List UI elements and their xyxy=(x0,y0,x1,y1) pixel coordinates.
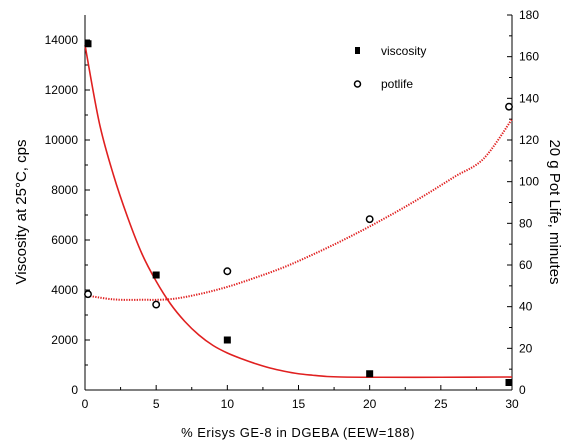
legend: viscosity potlife xyxy=(353,44,426,91)
x-axis-title: % Erisys GE-8 in DGEBA (EEW=188) xyxy=(181,425,415,440)
viscosity-point xyxy=(84,40,92,48)
potlife-point xyxy=(223,267,232,276)
right-y-tick-label: 80 xyxy=(519,216,533,230)
right-y-tick-label: 140 xyxy=(519,91,539,105)
x-tick-label: 30 xyxy=(505,397,519,411)
x-axis-ticks: 0 5 10 15 20 25 30 xyxy=(82,385,519,411)
left-y-tick-label: 6000 xyxy=(51,233,78,247)
viscosity-point xyxy=(366,370,374,378)
right-y-tick-label: 60 xyxy=(519,258,533,272)
legend-viscosity-marker xyxy=(355,47,360,54)
right-y-tick-label: 100 xyxy=(519,175,539,189)
x-tick-label: 25 xyxy=(434,397,448,411)
left-y-tick-label: 0 xyxy=(71,383,78,397)
legend-potlife-marker xyxy=(353,80,362,88)
plot-frame xyxy=(84,15,513,391)
right-y-tick-label: 40 xyxy=(519,300,533,314)
left-y-axis-title: Viscosity at 25°C, cps xyxy=(13,140,30,285)
left-y-axis-ticks: 0 2000 4000 6000 8000 10000 12000 14000 xyxy=(45,33,90,397)
legend-viscosity-label: viscosity xyxy=(381,44,426,58)
potlife-point xyxy=(505,102,513,111)
x-tick-label: 15 xyxy=(292,397,306,411)
left-y-tick-label: 10000 xyxy=(45,133,79,147)
left-y-tick-label: 12000 xyxy=(45,83,79,97)
legend-potlife-label: potlife xyxy=(381,77,413,91)
potlife-point xyxy=(152,300,161,309)
right-y-tick-label: 120 xyxy=(519,133,539,147)
right-y-tick-label: 160 xyxy=(519,50,539,64)
right-y-tick-label: 20 xyxy=(519,341,533,355)
left-y-tick-label: 2000 xyxy=(51,333,78,347)
viscosity-fit-line xyxy=(84,44,513,379)
right-y-tick-label: 0 xyxy=(519,383,526,397)
viscosity-point xyxy=(152,271,160,279)
viscosity-point xyxy=(505,379,513,386)
right-y-tick-label: 180 xyxy=(519,8,539,22)
right-y-axis-title: 20 g Pot Life, minutes xyxy=(546,139,563,284)
x-tick-label: 0 xyxy=(82,397,89,411)
x-tick-label: 10 xyxy=(221,397,235,411)
fit-lines xyxy=(84,44,513,379)
x-tick-label: 20 xyxy=(363,397,377,411)
potlife-point xyxy=(365,215,374,224)
right-y-axis-ticks: 0 20 40 60 80 100 120 140 160 180 xyxy=(507,8,539,397)
data-markers xyxy=(84,40,513,386)
viscosity-point xyxy=(223,336,231,344)
potlife-fit-line xyxy=(84,118,513,301)
left-y-tick-label: 8000 xyxy=(51,183,78,197)
left-y-tick-label: 14000 xyxy=(45,33,79,47)
left-y-tick-label: 4000 xyxy=(51,283,78,297)
potlife-point xyxy=(84,290,92,299)
x-tick-label: 5 xyxy=(153,397,160,411)
